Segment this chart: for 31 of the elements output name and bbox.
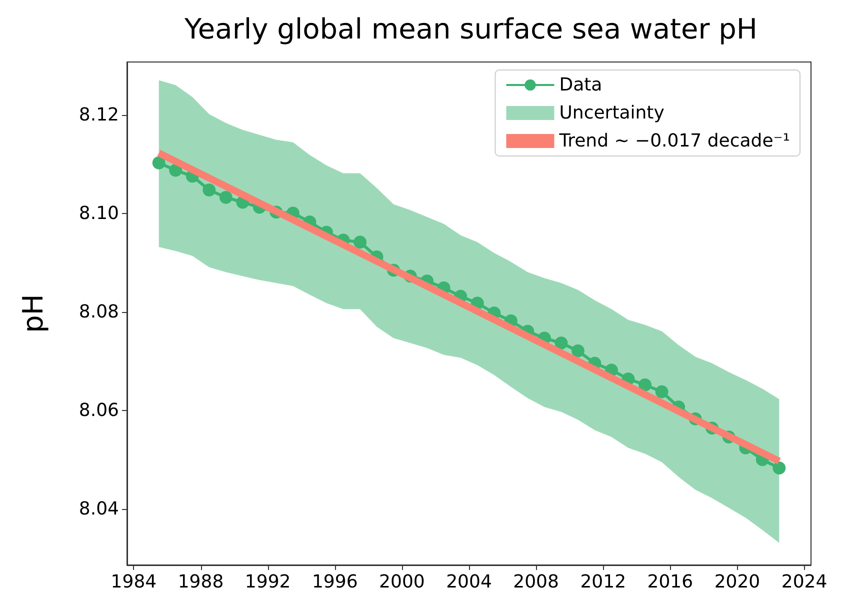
point (169, 164, 182, 177)
point (202, 183, 216, 196)
point (772, 462, 786, 475)
point (571, 344, 584, 358)
x-tick-label: 1988 (178, 572, 224, 592)
y-tick-label: 8.08 (78, 302, 119, 323)
x-tick-label: 1992 (244, 572, 291, 592)
x-tick-label: 2020 (714, 572, 760, 592)
x-tick-label: 2024 (781, 572, 828, 592)
y-tick-label: 8.06 (78, 400, 119, 421)
y-tick-label: 8.10 (78, 203, 119, 224)
point (219, 190, 232, 204)
y-tick-label: 8.12 (78, 104, 119, 126)
x-tick-label: 2008 (513, 572, 559, 592)
legend-label: Data (559, 74, 602, 96)
point (655, 385, 668, 398)
x-tick-label: 2004 (446, 572, 492, 592)
x-tick-label: 1996 (312, 572, 358, 592)
chart-title: Yearly global mean surface sea water pH (184, 12, 758, 46)
x-tick-label: 2016 (647, 572, 694, 592)
y-axis-title: pH (16, 294, 50, 333)
annotation: Uncertainty (559, 102, 665, 124)
point (152, 156, 166, 170)
x-tick-label: 2000 (379, 572, 425, 592)
legend-label: Trend ~ −0.017 decade⁻¹ (558, 130, 790, 152)
point (354, 236, 367, 249)
x-tick-label: 2012 (580, 572, 626, 592)
y-tick-label: 8.04 (78, 498, 119, 520)
x-tick-label: 1984 (110, 572, 157, 592)
point (638, 378, 652, 392)
point (554, 336, 568, 350)
